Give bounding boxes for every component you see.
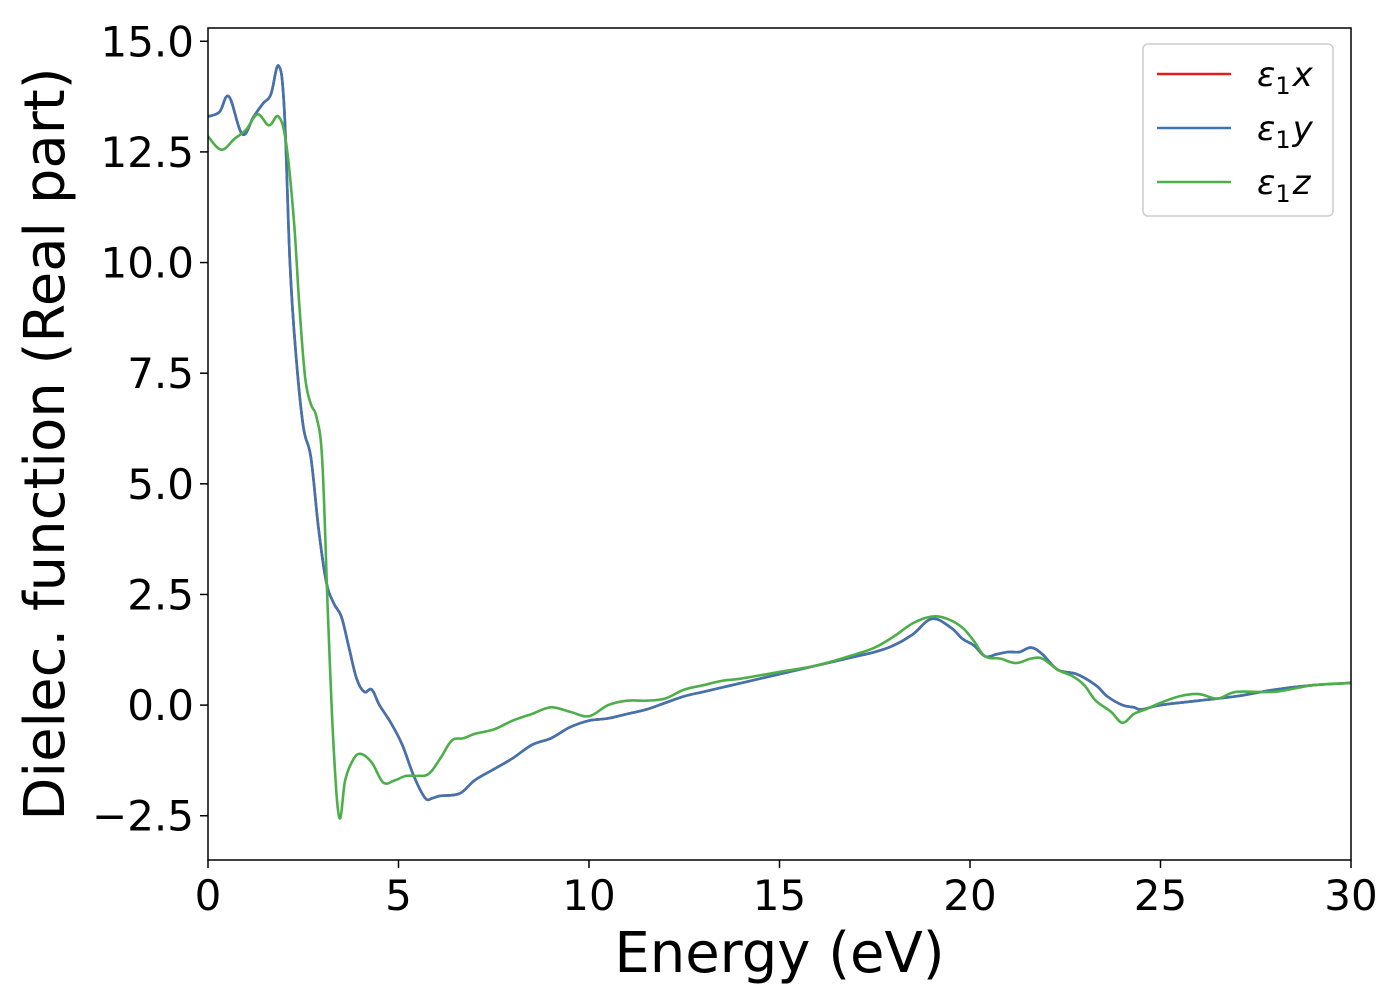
y-tick-label: 15.0 <box>100 17 194 66</box>
y-axis-title: Dielec. function (Real part) <box>13 67 78 820</box>
legend-label-z: ε1z <box>1257 163 1312 208</box>
y-tick-label: 7.5 <box>127 349 194 398</box>
legend-label-x: ε1x <box>1257 55 1314 100</box>
y-tick-label: 10.0 <box>100 239 194 288</box>
x-tick-label: 10 <box>562 871 615 920</box>
y-tick-label: 2.5 <box>127 570 194 619</box>
legend-subscript: 1 <box>1275 180 1290 208</box>
x-tick-label: 20 <box>943 871 996 920</box>
y-tick-label: 0.0 <box>127 681 194 730</box>
ticks-layer: 0 5 10 15 20 25 30 −2.5 0.0 2.5 5.0 7.5 10.0 12.5 15.0 <box>92 17 1378 920</box>
legend-label-y: ε1y <box>1257 109 1314 154</box>
x-tick-label: 30 <box>1324 871 1377 920</box>
x-tick-label: 0 <box>195 871 222 920</box>
x-tick-label: 25 <box>1134 871 1187 920</box>
legend-component: x <box>1292 55 1314 95</box>
legend-box <box>1142 43 1334 217</box>
y-tick-label: 12.5 <box>100 128 194 177</box>
legend-epsilon: ε <box>1257 163 1275 203</box>
x-tick-label: 15 <box>753 871 806 920</box>
legend-epsilon: ε <box>1257 109 1275 149</box>
x-axis-title: Energy (eV) <box>614 921 944 986</box>
legend-epsilon: ε <box>1257 55 1275 95</box>
legend-component: y <box>1292 109 1314 149</box>
legend-component: z <box>1292 163 1312 203</box>
legend-subscript: 1 <box>1275 126 1290 154</box>
series-layer <box>208 64 1351 820</box>
y-tick-label: 5.0 <box>127 460 194 509</box>
legend-subscript: 1 <box>1275 72 1290 100</box>
x-tick-label: 5 <box>385 871 412 920</box>
series-line-z <box>208 113 1351 820</box>
y-tick-label: −2.5 <box>92 792 194 841</box>
